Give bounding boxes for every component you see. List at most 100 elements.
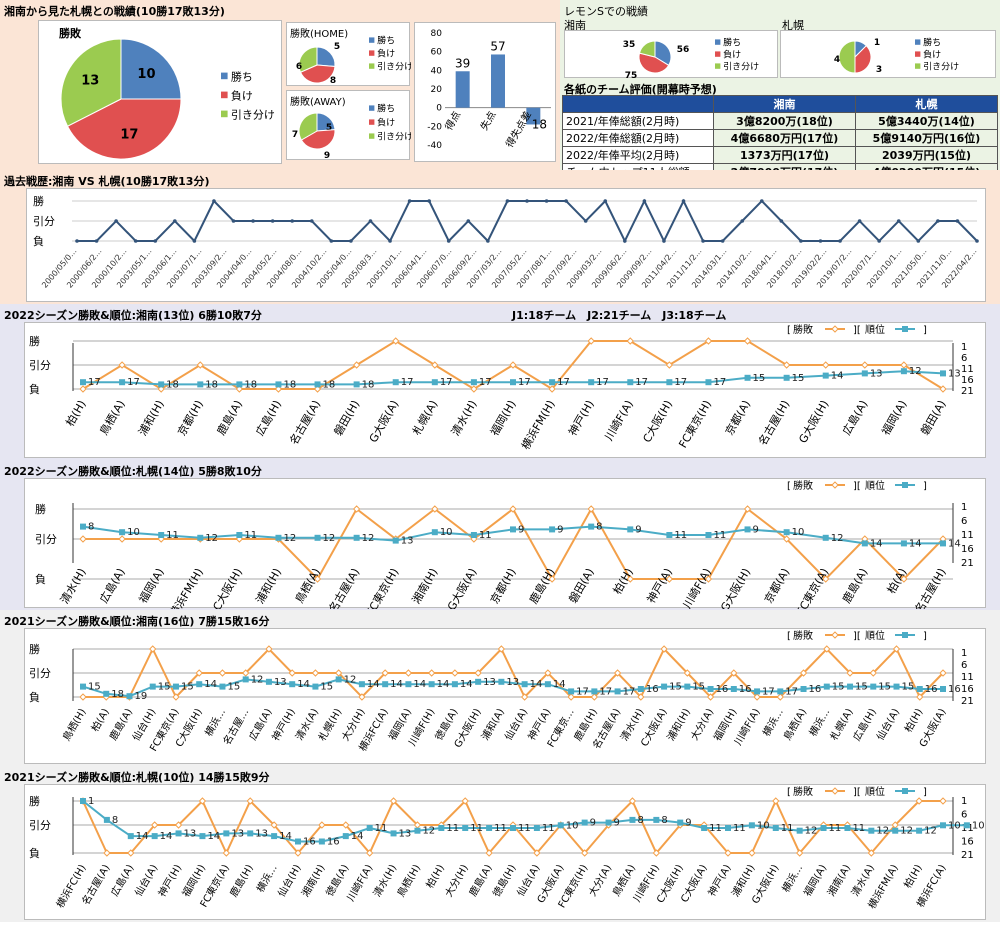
rank-value-label: 12 — [422, 826, 435, 837]
legend-bracket-right: ] — [923, 481, 927, 492]
rank-point — [730, 686, 737, 692]
rank-point — [312, 683, 319, 690]
history-point — [388, 239, 392, 243]
rank-point — [705, 532, 712, 538]
rank-point — [242, 676, 249, 683]
rank-value-label: 11 — [674, 530, 687, 541]
rank-point — [462, 825, 469, 831]
pie-slice — [854, 44, 872, 74]
y-axis-label: 引分 — [29, 666, 51, 680]
x-tick-label: 横浜… — [253, 862, 279, 894]
x-tick-label: 大分(A) — [586, 862, 615, 899]
result-point — [381, 669, 389, 677]
rank-tick-label: 21 — [961, 696, 974, 707]
league-note: J1:18チーム J2:21チーム J3:18チーム — [512, 309, 727, 322]
rank-point — [289, 681, 296, 688]
rank-value-label: 11 — [781, 823, 794, 834]
rank-point — [963, 822, 970, 829]
x-tick-label: 広島(A) — [839, 398, 870, 438]
rank-point — [175, 830, 182, 837]
rank-point — [533, 825, 540, 831]
legend-label: 勝ち — [377, 103, 395, 115]
y-axis-label: 引分 — [29, 358, 51, 372]
x-tick-label: 湘南(H) — [409, 566, 441, 607]
x-tick-label: 広島(A) — [108, 862, 137, 899]
result-point — [246, 797, 254, 805]
legend-label: 引き分け — [923, 62, 959, 73]
x-tick-label: 湘南(H) — [299, 862, 328, 899]
result-point — [474, 669, 482, 677]
rank-point — [271, 833, 278, 840]
x-tick-label: G大阪(A) — [444, 566, 479, 610]
rank-point — [119, 379, 126, 386]
ratings-head-row: 湘南 札幌 — [562, 95, 998, 113]
x-tick-label: 鹿島(A) — [466, 862, 495, 899]
result-point — [235, 385, 244, 393]
result-point — [861, 361, 869, 369]
result-point — [198, 797, 207, 805]
rank-value-label: 17 — [596, 377, 609, 388]
pie-slice — [299, 64, 336, 84]
x-tick-label: 湘南(A) — [824, 862, 853, 899]
rank-point — [314, 534, 321, 541]
rank-point — [940, 370, 946, 377]
pie-slice — [66, 98, 182, 160]
result-point — [270, 821, 278, 829]
rank-point — [158, 532, 165, 538]
legend-bracket: ][ — [853, 325, 861, 336]
x-tick-label: 広島(A) — [97, 566, 128, 606]
ratings-label: 2022/年俸平均(2月時) — [562, 146, 714, 164]
lemon-sapporo-box: 1 3 4 勝ち 負け 引き分け — [780, 30, 996, 78]
result-point — [939, 669, 947, 677]
x-tick-label: FC東京(H) — [675, 398, 714, 451]
legend-marker-rank — [902, 482, 908, 488]
rank-tick-label: 11 — [961, 364, 974, 375]
result-point — [265, 645, 273, 653]
history-point — [368, 219, 373, 223]
x-tick-label: 清水(H) — [58, 566, 89, 606]
rank-point — [247, 830, 254, 837]
rank-value-label: 14 — [351, 831, 364, 842]
rank-value-label: 15 — [320, 682, 333, 693]
rank-tick-label: 11 — [961, 672, 974, 683]
rank-value-label: 17 — [623, 686, 636, 697]
pie-slice — [120, 38, 182, 100]
s22-shonan-panel: 2022シーズン勝敗&順位:湘南(13位) 6勝10敗7分 J1:18チーム J… — [0, 304, 1000, 460]
rank-value-label: 9 — [753, 524, 759, 535]
result-point — [704, 337, 713, 345]
home-pie-box: 勝敗(HOME) 5 8 6 勝ち 負け 引き分け — [286, 22, 411, 86]
ratings-row: 2021/年俸総額(2月時) 3億8200万(18位) 5億3440万(14位) — [562, 112, 998, 130]
rank-point — [627, 526, 634, 533]
rank-value-label: 10 — [972, 820, 985, 831]
rank-point — [748, 822, 755, 829]
history-point — [818, 239, 823, 243]
history-point — [133, 239, 138, 243]
rank-point — [847, 683, 854, 690]
rank-point — [892, 827, 899, 834]
rank-point — [428, 681, 435, 688]
legend-bracket-left: [ — [787, 481, 791, 492]
rank-value-label: 14 — [207, 831, 220, 842]
rank-value-label: 19 — [134, 691, 147, 702]
x-tick-label: 鹿島(A) — [839, 566, 870, 606]
result-point — [776, 693, 785, 701]
rank-point — [521, 681, 528, 688]
home-pie-label: 勝敗(HOME) — [290, 29, 349, 40]
x-tick-label: 名古屋(A) — [326, 566, 363, 610]
rank-point — [431, 379, 438, 386]
history-point — [349, 239, 353, 243]
rank-point — [431, 529, 438, 536]
rank-value-label: 8 — [637, 815, 643, 826]
rank-point — [335, 676, 342, 683]
result-point — [274, 385, 283, 393]
s21-shonan-box: [勝敗][順位] 勝引分負 1 6 11 16 21 15 18 19 15 15 14 15 12 13 14… — [24, 628, 986, 764]
main-results-panel: 湘南から見た札幌との戦績(10勝17敗13分) 勝敗 10 17 13 勝ち 負け 引き分… — [0, 0, 560, 170]
rank-point — [870, 683, 877, 690]
result-point — [149, 645, 157, 653]
rank-point — [823, 683, 830, 690]
pie-slice-label: 1 — [874, 38, 880, 48]
y-axis-label: 引分 — [29, 818, 51, 832]
history-point — [857, 219, 862, 223]
rank-value-label: 17 — [401, 377, 414, 388]
pie-slice — [300, 129, 336, 150]
